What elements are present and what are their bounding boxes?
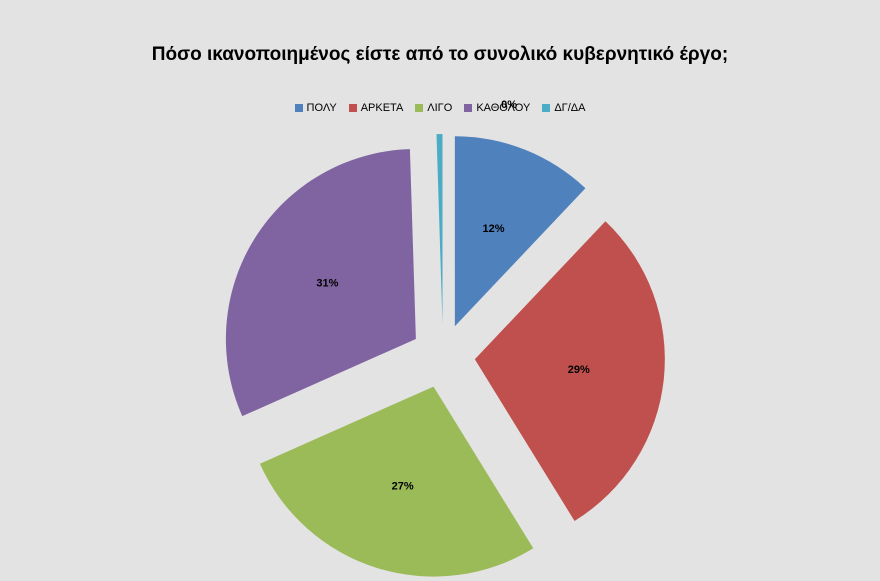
legend-swatch xyxy=(415,104,424,112)
slice-arketa-label: 29% xyxy=(568,364,590,376)
legend-item-poly: ΠΟΛΥ xyxy=(294,102,337,114)
slice-poly-label: 12% xyxy=(482,223,504,235)
slice-poly xyxy=(454,136,586,327)
legend-item-dgda: ΔΓ/ΔΑ xyxy=(542,102,585,114)
legend-swatch xyxy=(542,104,551,112)
slice-katholou xyxy=(225,149,416,417)
legend-swatch xyxy=(294,104,303,112)
legend-label: ΑΡΚΕΤΑ xyxy=(360,102,404,114)
legend-label: ΔΓ/ΔΑ xyxy=(554,102,586,114)
legend-item-katholou: ΚΑΘΟΛΟΥ xyxy=(464,102,530,114)
slice-ligo-label: 27% xyxy=(392,480,414,492)
legend-label: ΛΙΓΟ xyxy=(427,102,453,114)
legend-swatch xyxy=(348,104,357,112)
legend-label: ΠΟΛΥ xyxy=(306,102,337,114)
slice-arketa xyxy=(474,221,665,522)
slice-katholou-label: 31% xyxy=(316,277,338,289)
slice-dgda-label: 0% xyxy=(501,99,517,111)
legend: ΠΟΛΥ ΑΡΚΕΤΑ ΛΙΓΟ ΚΑΘΟΛΟΥ ΔΓ/ΔΑ xyxy=(0,102,880,114)
chart-title: Πόσο ικανοποιημένος είστε από το συνολικ… xyxy=(151,44,729,65)
slice-ligo xyxy=(259,386,534,577)
legend-item-ligo: ΛΙΓΟ xyxy=(415,102,452,114)
legend-label: ΚΑΘΟΛΟΥ xyxy=(476,102,531,114)
slice-dgda xyxy=(436,134,443,325)
legend-item-arketa: ΑΡΚΕΤΑ xyxy=(348,102,404,114)
legend-swatch xyxy=(464,104,473,112)
